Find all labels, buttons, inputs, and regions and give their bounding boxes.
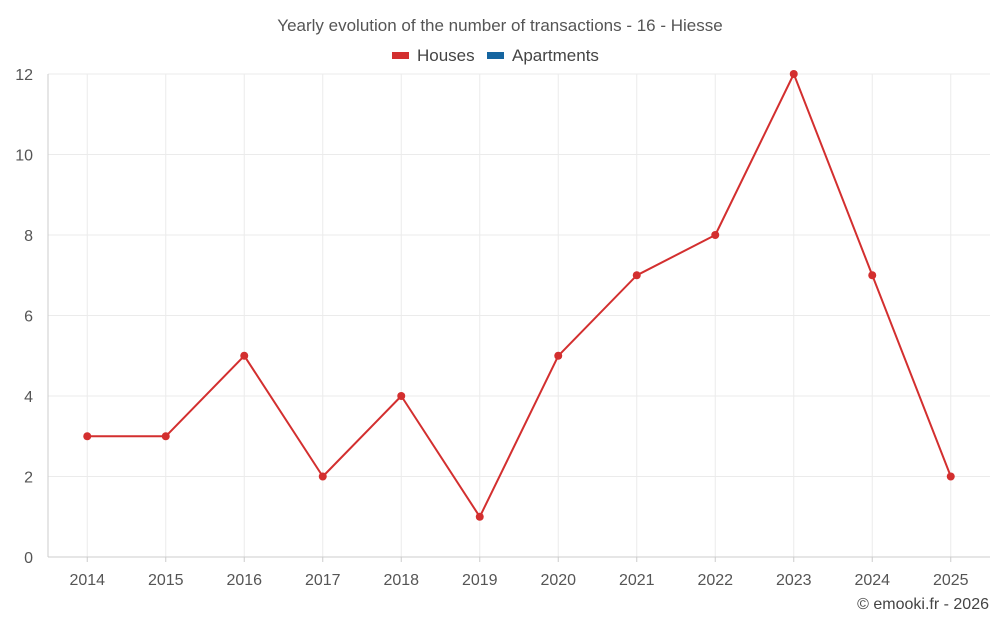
x-tick-label: 2019 xyxy=(462,572,498,589)
series xyxy=(83,70,955,521)
x-tick-label: 2024 xyxy=(854,572,890,589)
y-tick-label: 4 xyxy=(24,389,33,406)
data-point-houses-2024[interactable] xyxy=(868,271,877,280)
data-point-houses-2018[interactable] xyxy=(397,392,406,400)
series-line-houses xyxy=(87,73,952,518)
legend-label-houses: Houses xyxy=(417,46,475,65)
y-tick-label: 12 xyxy=(15,67,33,84)
x-tick-label: 2014 xyxy=(69,572,105,589)
x-tick-label: 2017 xyxy=(305,572,341,589)
x-tick-label: 2018 xyxy=(383,572,419,589)
x-tick-label: 2022 xyxy=(697,572,733,589)
legend-item-apartments[interactable]: Apartments xyxy=(487,46,599,65)
x-tick-label: 2021 xyxy=(619,572,655,589)
x-tick-label: 2023 xyxy=(776,572,812,589)
data-point-houses-2017[interactable] xyxy=(318,472,327,481)
x-tick-label: 2025 xyxy=(933,572,969,589)
data-point-houses-2025[interactable] xyxy=(946,472,955,481)
x-tick-label: 2016 xyxy=(226,572,262,589)
legend: Houses Apartments xyxy=(392,46,599,65)
grid xyxy=(48,73,990,557)
data-point-houses-2019[interactable] xyxy=(475,512,484,521)
y-tick-label: 8 xyxy=(24,228,33,245)
data-point-houses-2014[interactable] xyxy=(83,432,92,441)
y-tick-label: 6 xyxy=(24,309,33,326)
legend-swatch-apartments xyxy=(487,52,504,59)
legend-item-houses[interactable]: Houses xyxy=(392,46,475,65)
axes: 0 2 4 6 8 10 12 2014 2015 2016 2017 2018 2019 2020 202… xyxy=(15,67,990,589)
data-point-houses-2022[interactable] xyxy=(711,231,720,239)
chart-title: Yearly evolution of the number of transa… xyxy=(277,16,722,35)
data-point-houses-2016[interactable] xyxy=(240,351,249,360)
y-tick-label: 0 xyxy=(24,550,33,567)
legend-label-apartments: Apartments xyxy=(512,46,599,65)
legend-swatch-houses xyxy=(392,52,409,59)
data-point-houses-2023[interactable] xyxy=(789,70,798,78)
y-tick-label: 2 xyxy=(24,470,33,487)
data-point-houses-2021[interactable] xyxy=(632,271,641,280)
credit-text: © emooki.fr - 2026 xyxy=(857,596,989,613)
y-tick-label: 10 xyxy=(15,148,33,165)
data-point-houses-2015[interactable] xyxy=(161,432,170,441)
x-tick-label: 2015 xyxy=(148,572,184,589)
x-tick-label: 2020 xyxy=(540,572,576,589)
data-point-houses-2020[interactable] xyxy=(554,351,563,360)
